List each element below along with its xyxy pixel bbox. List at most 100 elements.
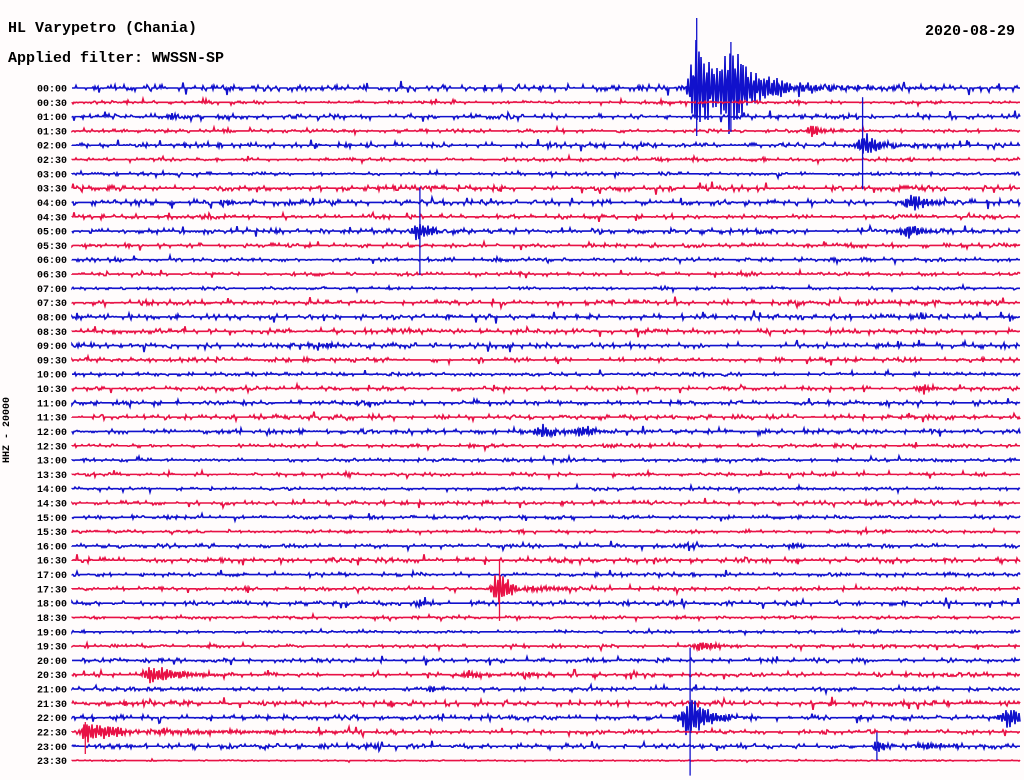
trace-row-16:00 [71,540,1020,553]
time-label-13:00: 13:00 [37,457,67,468]
trace-row-06:30 [71,267,1021,279]
trace-row-01:00 [71,110,1021,124]
trace-row-14:30 [71,497,1020,511]
trace-row-08:30 [71,324,1020,338]
time-label-05:30: 05:30 [37,242,67,253]
trace-row-00:00 [72,39,1020,135]
trace-row-19:00 [71,627,1021,637]
time-label-18:30: 18:30 [37,614,67,625]
trace-row-20:00 [72,653,1021,666]
time-label-07:00: 07:00 [37,285,67,296]
trace-row-01:30 [71,124,1021,138]
trace-row-17:30 [71,575,1021,605]
time-label-05:00: 05:00 [37,228,67,239]
trace-row-06:00 [71,252,1020,267]
time-label-12:00: 12:00 [37,428,67,439]
time-label-07:30: 07:30 [37,299,67,310]
trace-row-12:00 [71,423,1021,439]
time-label-09:30: 09:30 [37,356,67,367]
trace-row-02:00 [71,133,1021,154]
time-label-03:00: 03:00 [37,170,67,181]
trace-row-07:30 [71,295,1020,311]
station-title: HL Varypetro (Chania) [8,20,198,37]
time-label-19:30: 19:30 [37,643,67,654]
trace-row-20:30 [71,667,1020,684]
time-label-04:30: 04:30 [37,213,67,224]
trace-row-03:30 [71,181,1020,195]
trace-row-18:30 [71,611,1020,623]
date-label: 2020-08-29 [924,23,1015,40]
trace-row-07:00 [71,282,1020,295]
time-label-17:00: 17:00 [37,571,67,582]
time-label-23:00: 23:00 [37,743,67,754]
trace-row-14:00 [71,482,1021,496]
trace-row-21:30 [71,695,1021,710]
trace-row-13:30 [71,467,1020,481]
trace-row-10:00 [72,367,1021,379]
trace-row-09:00 [71,338,1020,353]
time-label-03:30: 03:30 [37,185,67,196]
trace-row-03:00 [71,168,1021,181]
trace-row-22:00 [71,700,1021,736]
trace-row-05:00 [71,223,1021,241]
time-label-11:00: 11:00 [37,399,67,410]
time-label-16:30: 16:30 [37,557,67,568]
time-label-17:30: 17:30 [37,585,67,596]
trace-row-08:00 [71,310,1020,324]
trace-row-11:00 [71,396,1021,410]
trace-row-02:30 [71,153,1021,166]
time-label-01:00: 01:00 [37,113,67,124]
time-label-04:00: 04:00 [37,199,67,210]
trace-row-04:30 [71,210,1020,222]
trace-row-04:00 [71,194,1021,211]
trace-row-10:30 [71,381,1020,396]
trace-row-15:30 [71,525,1021,537]
time-label-23:30: 23:30 [37,757,67,768]
trace-row-21:00 [71,682,1020,697]
time-label-20:00: 20:00 [37,657,67,668]
time-label-19:00: 19:00 [37,628,67,639]
trace-row-05:30 [71,238,1021,251]
trace-row-13:00 [71,453,1020,467]
time-label-21:00: 21:00 [37,686,67,697]
time-label-22:00: 22:00 [37,714,67,725]
time-label-12:30: 12:30 [37,442,67,453]
time-label-08:00: 08:00 [37,314,67,325]
time-label-08:30: 08:30 [37,328,67,339]
time-label-18:00: 18:00 [37,600,67,611]
time-label-10:00: 10:00 [37,371,67,382]
trace-row-09:30 [71,353,1020,367]
trace-row-17:00 [71,568,1021,580]
time-label-09:00: 09:00 [37,342,67,353]
trace-row-12:30 [71,440,1020,453]
time-label-15:30: 15:30 [37,528,67,539]
time-label-00:00: 00:00 [37,85,67,96]
applied-filter-label: Applied filter: WWSSN-SP [8,50,225,67]
time-label-22:30: 22:30 [37,729,67,740]
time-label-00:30: 00:30 [37,99,67,110]
trace-row-16:30 [71,554,1021,567]
time-label-06:30: 06:30 [37,271,67,282]
trace-row-22:30 [71,723,1020,743]
time-label-20:30: 20:30 [37,671,67,682]
time-label-14:30: 14:30 [37,500,67,511]
trace-row-15:00 [71,511,1021,524]
trace-row-19:30 [71,640,1020,653]
time-label-14:00: 14:00 [37,485,67,496]
time-label-16:00: 16:00 [37,542,67,553]
trace-row-18:00 [71,596,1020,611]
time-label-06:00: 06:00 [37,256,67,267]
trace-row-23:00 [71,739,1020,754]
trace-row-11:30 [71,411,1021,424]
trace-row-00:30 [71,95,1020,109]
time-label-21:30: 21:30 [37,700,67,711]
time-label-13:30: 13:30 [37,471,67,482]
time-label-02:00: 02:00 [37,142,67,153]
time-label-01:30: 01:30 [37,127,67,138]
time-label-10:30: 10:30 [37,385,67,396]
time-label-15:00: 15:00 [37,514,67,525]
time-label-02:30: 02:30 [37,156,67,167]
